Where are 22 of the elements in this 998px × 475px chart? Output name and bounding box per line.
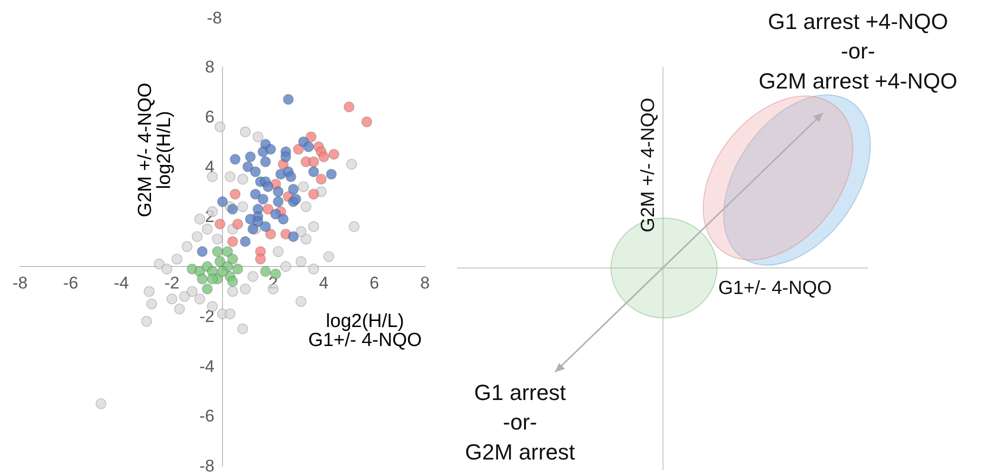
text: G2M +/- 4-NQO (638, 98, 659, 232)
y-tick-label: 6 (205, 107, 214, 126)
x-tick-label: 6 (370, 274, 380, 292)
x-axis-title: log2(H/L) G1+/- 4-NQO (308, 311, 422, 351)
y-tick-label: 8 (205, 58, 214, 76)
y-tick-label: 4 (205, 157, 214, 176)
x-tick-label: 4 (319, 274, 328, 292)
y-axis-title: G2M +/- 4-NQO log2(H/L) (135, 82, 175, 218)
y-tick-label: -8 (199, 456, 214, 475)
text: G1+/- 4-NQO (718, 278, 832, 299)
x-tick-label: -4 (114, 274, 129, 292)
y-tick-label: -6 (199, 406, 214, 426)
y-tick-label: -2 (199, 306, 214, 326)
x-tick-label: -8 (12, 274, 28, 292)
x-tick-label: 2 (268, 274, 278, 292)
x-tick-label: -2 (164, 274, 180, 292)
x-tick-label: 8 (420, 274, 430, 292)
x-tick-label: -6 (63, 274, 78, 292)
text: G1 arrest +4-NQO -or- G2M arrest +4-NQO (758, 9, 958, 94)
text: G1 arrest -or- G2M arrest (464, 380, 576, 464)
y-tick-label: 2 (205, 207, 214, 226)
y-tick-label: -4 (199, 356, 214, 376)
